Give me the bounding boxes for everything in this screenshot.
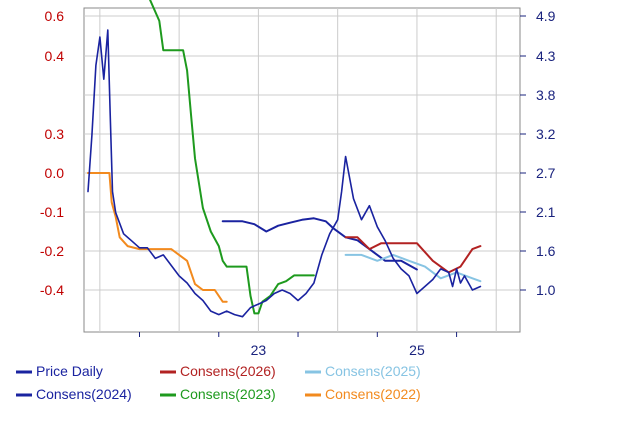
y-right-tick-label: 2.7 [536,165,556,181]
legend-label: Consens(2023) [180,386,276,402]
y-left-tick-label: -0.2 [40,243,64,259]
legend: Price Daily Consens(2026) Consens(2025) Con… [16,363,421,402]
series-layer [87,0,482,318]
legend-item: Consens(2026) [160,363,276,379]
series-line-consens-2023 [149,0,315,315]
legend-label: Consens(2022) [325,386,421,402]
x-tick-label: 23 [251,342,267,358]
y-left-tick-label: 0.6 [45,8,65,24]
y-right-tick-label: 4.3 [536,48,556,64]
legend-label: Consens(2025) [325,363,421,379]
y-right-tick-label: 2.1 [536,204,556,220]
y-left-tick-label: 0.4 [45,48,65,64]
y-left-tick-label: 0.3 [45,126,65,142]
legend-item: Consens(2025) [305,363,421,379]
y-left-tick-label: -0.4 [40,282,64,298]
x-tick-label: 25 [409,342,425,358]
axis-layer: 0.6 0.4 0.3 0.0 -0.1 -0.2 -0.4 4.9 4.3 3.8 3.2 2.7 2… [40,8,556,358]
series-line-price-daily [87,29,482,318]
legend-label: Consens(2026) [180,363,276,379]
y-right-tick-label: 4.9 [536,8,556,24]
y-right-tick-label: 3.8 [536,87,556,103]
y-left-tick-label: 0.0 [45,165,65,181]
series-line-consens-2026 [344,236,482,274]
legend-item: Consens(2022) [305,386,421,402]
series-line-consens-2024 [221,217,418,271]
plot-area [83,7,521,333]
grid-layer [84,8,520,332]
y-right-tick-label: 1.0 [536,282,556,298]
y-right-tick-label: 3.2 [536,126,556,142]
legend-item: Consens(2023) [160,386,276,402]
y-left-tick-label: -0.1 [40,204,64,220]
legend-label: Consens(2024) [36,386,132,402]
legend-item: Consens(2024) [16,386,132,402]
legend-item: Price Daily [16,363,103,379]
legend-label: Price Daily [36,363,103,379]
y-right-tick-label: 1.6 [536,243,556,259]
